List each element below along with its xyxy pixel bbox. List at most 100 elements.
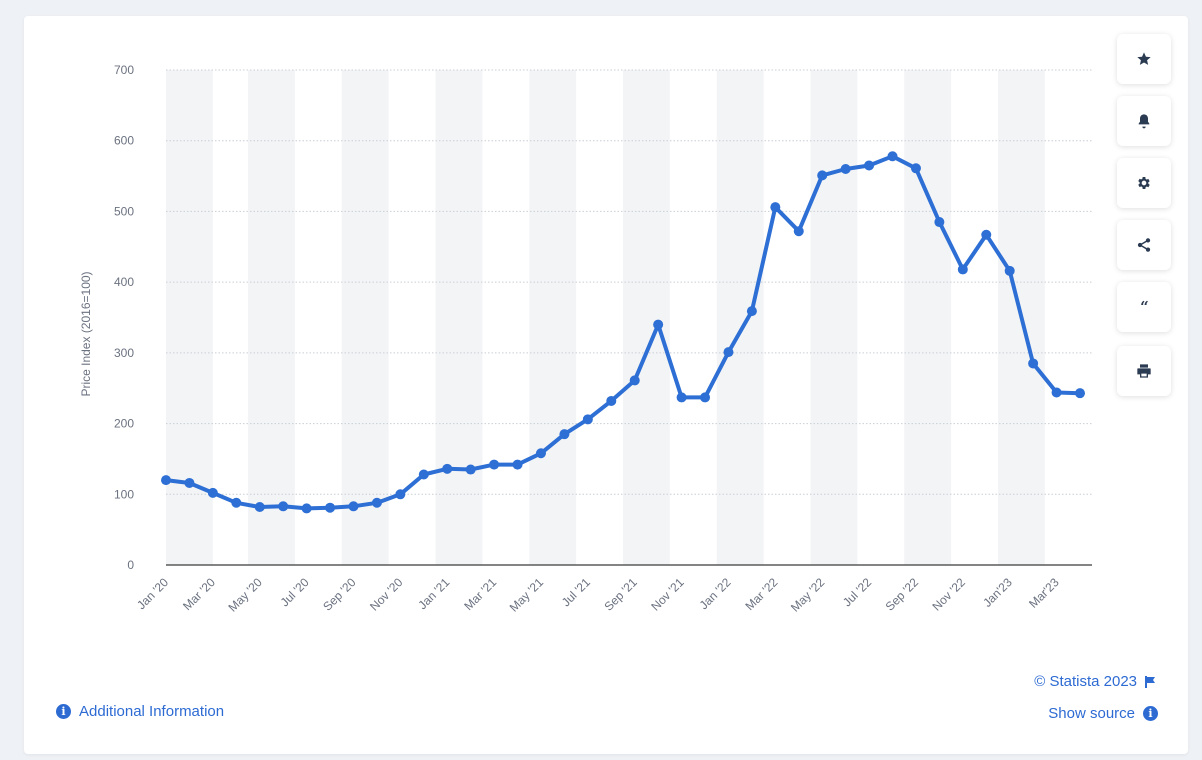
x-tick-label: Sep '20: [320, 575, 359, 614]
data-point: [418, 469, 429, 480]
chart-card: 0 100 200 300 400 500 600 700 Jan '20 Mar '20 May…: [24, 16, 1188, 754]
data-point: [746, 306, 757, 317]
x-tick-label: Mar '21: [461, 575, 499, 613]
data-point: [301, 503, 312, 514]
x-tick-label: Mar '20: [180, 575, 218, 613]
series-line: [164, 154, 1082, 511]
y-tick-label: 300: [114, 346, 134, 360]
data-point: [606, 395, 617, 406]
data-point: [371, 497, 382, 508]
y-tick-label: 600: [114, 134, 134, 148]
data-point: [325, 502, 336, 513]
print-icon: [1137, 364, 1151, 378]
x-tick-label: Jul '22: [840, 575, 874, 609]
column-band: [435, 70, 483, 565]
share-button[interactable]: [1117, 220, 1171, 270]
flag-icon: [1145, 675, 1155, 688]
data-point: [161, 475, 171, 486]
copyright-link[interactable]: © Statista 2023: [1034, 673, 1156, 690]
y-tick-label: 700: [114, 63, 134, 77]
x-tick-label: Mar'23: [1026, 575, 1062, 611]
cite-button[interactable]: “: [1117, 282, 1171, 332]
data-point: [348, 501, 359, 512]
x-tick-label: Jul '20: [278, 575, 312, 609]
x-tick-label: Mar '22: [743, 575, 781, 613]
data-point: [840, 164, 851, 174]
x-tick-label: Nov '21: [648, 575, 687, 614]
data-point: [535, 448, 546, 459]
data-point: [582, 414, 593, 425]
x-tick-label: Jan '22: [697, 575, 734, 612]
share-icon: [1137, 238, 1151, 252]
y-tick-label: 200: [114, 417, 134, 431]
column-band: [904, 70, 952, 565]
data-point: [278, 501, 289, 512]
data-point: [653, 319, 664, 330]
data-point: [465, 464, 476, 475]
data-point: [1004, 265, 1015, 276]
data-point: [981, 229, 992, 240]
column-band: [341, 70, 389, 565]
data-point: [676, 392, 687, 403]
data-point: [629, 375, 640, 386]
data-point: [442, 463, 453, 474]
data-point: [254, 502, 265, 513]
info-icon: i: [1143, 706, 1158, 721]
data-point: [723, 347, 734, 358]
data-point: [512, 459, 523, 470]
data-point: [700, 392, 711, 403]
data-point: [1075, 388, 1085, 399]
print-button[interactable]: [1117, 346, 1171, 396]
info-icon: i: [56, 704, 71, 719]
data-point: [910, 163, 921, 174]
data-point: [887, 151, 898, 162]
additional-information-link[interactable]: i Additional Information: [56, 703, 224, 720]
data-point: [395, 489, 406, 500]
favorite-button[interactable]: [1117, 34, 1171, 84]
x-tick-label: Jan'23: [980, 575, 1015, 610]
column-band: [529, 70, 577, 565]
y-tick-label: 0: [127, 558, 134, 572]
column-band: [623, 70, 670, 565]
x-tick-label: Jan '20: [134, 575, 171, 612]
star-icon: [1137, 52, 1151, 65]
data-point: [207, 487, 218, 498]
data-point: [489, 459, 500, 470]
data-point: [793, 226, 804, 237]
data-point: [184, 477, 195, 488]
x-tick-label: Jul '21: [559, 575, 593, 609]
quote-icon: “: [1140, 298, 1149, 316]
notification-button[interactable]: [1117, 96, 1171, 146]
x-tick-label: Nov '20: [367, 575, 406, 614]
y-tick-label: 500: [114, 204, 134, 218]
bell-icon: [1138, 114, 1150, 129]
y-tick-label: 100: [114, 487, 134, 501]
data-point: [864, 160, 875, 171]
x-tick-label: Nov '22: [930, 575, 969, 614]
show-source-link[interactable]: Show source i: [1048, 705, 1158, 722]
y-tick-label: 400: [114, 275, 134, 289]
data-point: [957, 264, 968, 275]
data-point: [1028, 358, 1039, 369]
gear-icon: [1138, 177, 1150, 189]
settings-button[interactable]: [1117, 158, 1171, 208]
additional-information-label: Additional Information: [79, 703, 225, 720]
column-band: [810, 70, 858, 565]
data-point: [770, 202, 781, 213]
x-tick-label: May '21: [507, 575, 547, 615]
column-band: [248, 70, 295, 565]
data-point: [231, 497, 242, 508]
x-tick-label: May '22: [788, 575, 828, 615]
column-band: [716, 70, 764, 565]
copyright-text: © Statista 2023: [1034, 673, 1137, 690]
y-axis-label: Price Index (2016=100): [79, 271, 93, 396]
x-tick-label: Jan '21: [415, 575, 452, 612]
data-point: [559, 429, 570, 440]
x-tick-label: Sep '21: [601, 575, 640, 614]
data-point: [817, 170, 828, 181]
data-point: [1051, 387, 1062, 398]
show-source-label: Show source: [1048, 705, 1135, 722]
x-tick-label: May '20: [226, 575, 266, 615]
x-tick-label: Sep '22: [883, 575, 922, 614]
